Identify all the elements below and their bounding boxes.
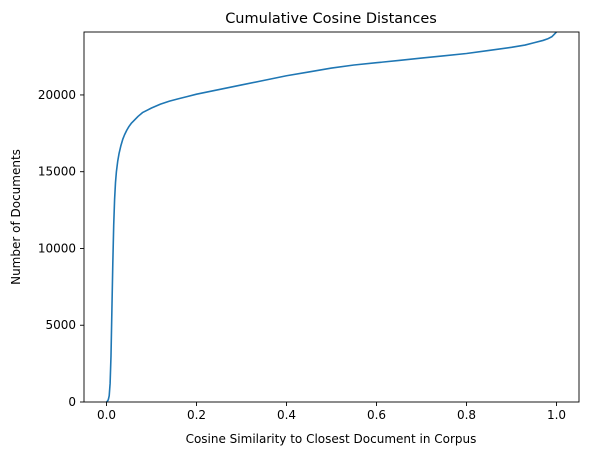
x-tick-label: 0.2 bbox=[187, 408, 206, 422]
y-tick-label: 5000 bbox=[45, 318, 76, 332]
x-tick-label: 1.0 bbox=[547, 408, 566, 422]
y-tick-label: 0 bbox=[68, 395, 76, 409]
plot-area bbox=[105, 31, 558, 403]
chart-title: Cumulative Cosine Distances bbox=[225, 11, 437, 27]
y-tick-label: 15000 bbox=[38, 165, 76, 179]
x-tick-label: 0.4 bbox=[277, 408, 296, 422]
x-tick-label: 0.0 bbox=[97, 408, 116, 422]
y-tick-label: 20000 bbox=[38, 88, 76, 102]
y-tick-label: 10000 bbox=[38, 241, 76, 255]
x-axis: 0.0 0.2 0.4 0.6 0.8 1.0 bbox=[97, 402, 566, 422]
x-tick-label: 0.6 bbox=[367, 408, 386, 422]
axes-frame bbox=[83, 31, 580, 403]
y-axis-label: Number of Documents bbox=[9, 149, 23, 285]
series-line-0 bbox=[105, 31, 558, 403]
x-tick-label: 0.8 bbox=[457, 408, 476, 422]
x-axis-label: Cosine Similarity to Closest Document in… bbox=[186, 432, 477, 446]
y-axis: 0 5000 10000 15000 20000 bbox=[38, 88, 84, 409]
